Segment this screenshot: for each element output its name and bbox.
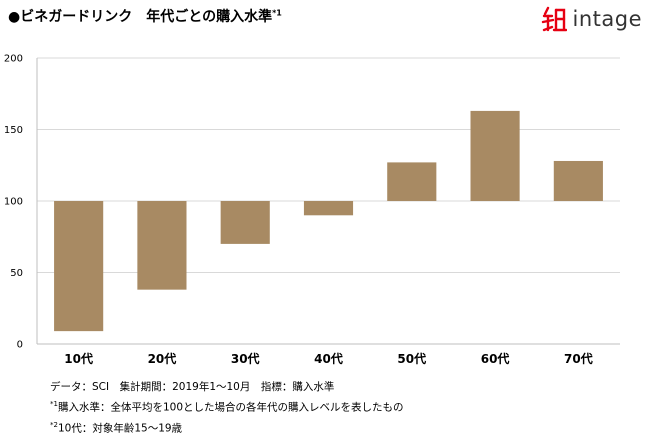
x-tick-label: 20代 <box>148 351 177 366</box>
gridlines <box>37 57 620 273</box>
brand-name: intage <box>572 7 642 31</box>
axes <box>36 58 620 345</box>
bar <box>387 162 437 201</box>
x-tick-label: 10代 <box>64 351 93 366</box>
y-tick-label: 0 <box>17 340 23 351</box>
footnote-1-mark: *1 <box>50 400 58 408</box>
bar <box>303 201 354 216</box>
source-note: データ：SCI 集計期間：2019年1～10月 指標：購入水準 <box>50 381 335 393</box>
footnote-2: *210代：対象年齢15～19歳 <box>50 417 404 438</box>
chart-title: ●ビネガードリンク 年代ごとの購入水準*1 <box>8 6 282 26</box>
x-tick-label: 70代 <box>564 351 593 366</box>
bar <box>470 110 520 201</box>
y-tick-labels: 0 50 100 150 200 <box>4 54 23 351</box>
bars <box>54 110 603 332</box>
intage-logo: intage <box>541 4 643 34</box>
bar <box>220 201 270 244</box>
chart-notes: データ：SCI 集計期間：2019年1～10月 指標：購入水準 *1購入水準：全… <box>50 379 404 437</box>
footnote-2-text: 10代：対象年齢15～19歳 <box>57 422 183 434</box>
chart-title-text: ●ビネガードリンク 年代ごとの購入水準 <box>8 9 273 25</box>
x-tick-labels: 10代 20代 30代 40代 50代 60代 70代 <box>64 351 592 366</box>
x-tick-label: 50代 <box>397 351 426 366</box>
footnote-1: *1購入水準：全体平均を100とした場合の各年代の購入レベルを表したもの <box>50 396 404 417</box>
footnote-2-mark: *2 <box>50 420 58 429</box>
footnote-1-text: 購入水準：全体平均を100とした場合の各年代の購入レベルを表したもの <box>57 401 404 414</box>
title-footnote-mark: *1 <box>272 8 282 18</box>
bar <box>54 201 104 332</box>
y-tick-label: 200 <box>4 54 23 65</box>
intage-logo-icon <box>541 6 567 32</box>
y-tick-label: 150 <box>4 125 23 136</box>
bar <box>137 201 187 290</box>
y-tick-label: 100 <box>4 197 23 208</box>
x-tick-label: 60代 <box>481 351 510 366</box>
y-tick-label: 50 <box>10 268 23 279</box>
x-tick-label: 40代 <box>314 351 343 366</box>
x-tick-label: 30代 <box>231 351 260 366</box>
bar <box>553 160 603 201</box>
